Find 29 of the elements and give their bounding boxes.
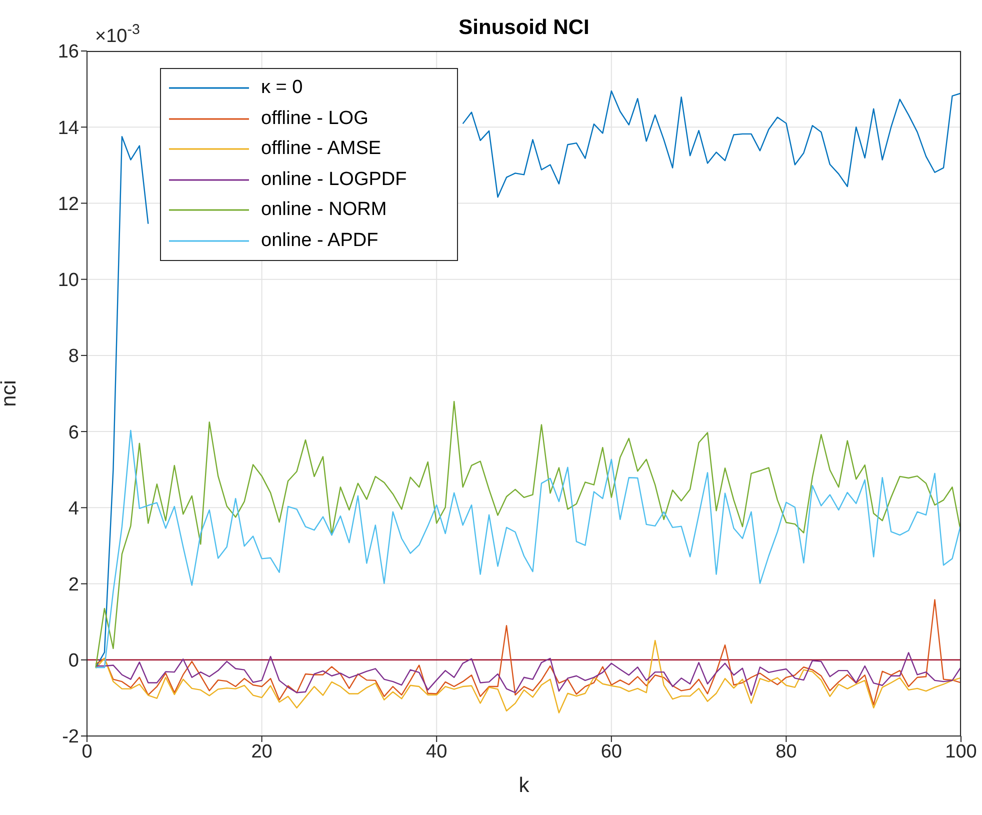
y-tick-label: 8 <box>68 346 79 368</box>
y-tick-label: 10 <box>58 270 79 292</box>
x-tick-label: 40 <box>426 741 448 762</box>
y-tick-label: 12 <box>58 194 79 215</box>
y-tick-label: 6 <box>68 422 79 444</box>
x-tick-label: 80 <box>776 741 797 762</box>
line-series <box>95 599 961 706</box>
y-tick-label: 4 <box>68 498 80 520</box>
x-tick-label: 100 <box>945 741 977 762</box>
x-tick-label: 20 <box>251 741 272 762</box>
y-tick-label: 0 <box>68 650 79 672</box>
x-axis-title: k <box>518 774 530 797</box>
y-tick-label: 2 <box>68 574 79 596</box>
legend-label: online - NORM <box>261 199 387 222</box>
y-tick-label: 16 <box>58 42 79 63</box>
legend-label: κ = 0 <box>261 77 303 100</box>
line-series <box>95 652 961 696</box>
line-series <box>95 640 961 714</box>
x-tick-label: 60 <box>600 741 622 762</box>
y-axis-title: nci <box>0 380 20 407</box>
y-tick-label: 14 <box>58 118 80 139</box>
chart-title: Sinusoid NCI <box>458 16 590 39</box>
legend-label: online - LOGPDF <box>261 168 407 191</box>
legend-label: online - APDF <box>261 230 378 252</box>
legend-label: offline - AMSE <box>261 138 382 160</box>
y-tick-label: -2 <box>62 726 79 748</box>
x-tick-label: 0 <box>82 741 92 762</box>
text: ×10$^{-3}$ <box>95 22 140 47</box>
legend-label: offline - LOG <box>261 108 368 130</box>
